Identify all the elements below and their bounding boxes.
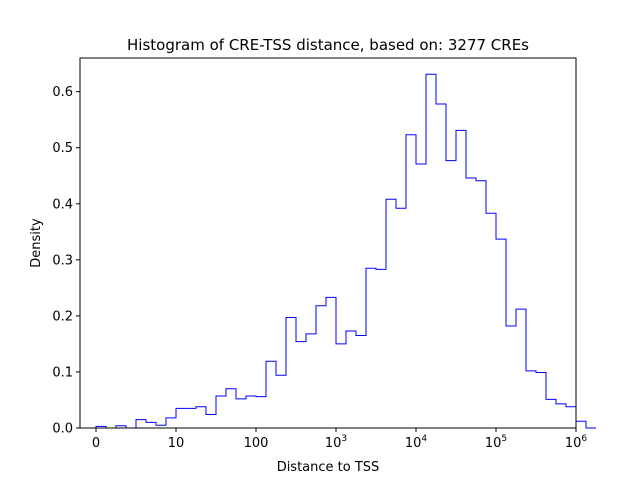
histogram-bin: [146, 422, 156, 428]
histogram-bars: [95, 73, 596, 429]
x-tick-label: 103: [325, 434, 347, 451]
y-tick-label: 0.5: [52, 141, 73, 156]
histogram-bin: [486, 213, 496, 428]
histogram-bin: [356, 336, 366, 429]
histogram-outline: [95, 73, 596, 429]
histogram-bin: [396, 208, 406, 428]
histogram-bin: [496, 239, 506, 428]
histogram-bin: [566, 407, 576, 428]
histogram-bin: [216, 396, 226, 428]
histogram-bin: [556, 404, 566, 428]
histogram-bin: [576, 421, 586, 428]
histogram-bin: [326, 297, 336, 428]
histogram-bin: [266, 361, 276, 428]
histogram-bin: [426, 74, 436, 428]
chart-title: Histogram of CRE-TSS distance, based on:…: [127, 36, 529, 54]
histogram-bin: [386, 199, 396, 428]
histogram-bin: [506, 326, 516, 428]
x-axis-label: Distance to TSS: [277, 460, 380, 475]
plot-frame: [79, 57, 577, 429]
y-tick-label: 0.0: [52, 422, 73, 437]
histogram-bin: [226, 389, 236, 428]
histogram-bin: [456, 130, 466, 428]
y-axis-label: Density: [29, 218, 44, 268]
y-tick-label: 0.6: [52, 85, 73, 100]
histogram-bin: [286, 318, 296, 428]
histogram-bin: [446, 161, 456, 428]
histogram-bin: [546, 399, 556, 428]
histogram-bin: [366, 268, 376, 428]
y-axis-ticks: 0.0 0.1 0.2 0.3 0.4 0.5 0.6: [52, 85, 80, 437]
y-tick-label: 0.4: [52, 197, 73, 212]
histogram-bin: [376, 269, 386, 428]
histogram-bin: [536, 373, 546, 429]
x-tick-label: 10: [168, 436, 185, 451]
histogram-bin: [526, 371, 536, 428]
histogram-bin: [246, 396, 256, 428]
x-tick-label: 104: [405, 434, 428, 451]
x-tick-label: 100: [244, 436, 269, 451]
histogram-bin: [336, 344, 346, 428]
histogram-bin: [136, 420, 146, 428]
x-tick-label: 0: [92, 436, 100, 451]
histogram-bin: [276, 375, 286, 428]
y-tick-label: 0.2: [52, 309, 73, 324]
x-tick-label: 106: [565, 434, 588, 451]
y-tick-label: 0.3: [52, 253, 73, 268]
histogram-bin: [296, 342, 306, 428]
histogram-bin: [236, 399, 246, 428]
histogram-bin: [256, 397, 266, 428]
histogram-bin: [436, 104, 446, 428]
histogram-bin: [306, 334, 316, 428]
histogram-bin: [316, 306, 326, 428]
histogram-bin: [166, 418, 176, 428]
histogram-bin: [346, 331, 356, 428]
histogram-bin: [176, 408, 186, 428]
histogram-bin: [196, 407, 206, 428]
x-tick-label: 105: [485, 434, 507, 451]
histogram-bin: [516, 309, 526, 428]
histogram-bin: [476, 181, 486, 428]
histogram-bin: [406, 135, 416, 428]
histogram-bin: [206, 415, 216, 428]
x-axis-ticks: 0 10 100 103 104 105 106: [92, 428, 588, 451]
histogram-bin: [186, 408, 196, 428]
histogram-bin: [416, 164, 426, 428]
y-tick-label: 0.1: [52, 365, 73, 380]
histogram-bin: [466, 178, 476, 428]
